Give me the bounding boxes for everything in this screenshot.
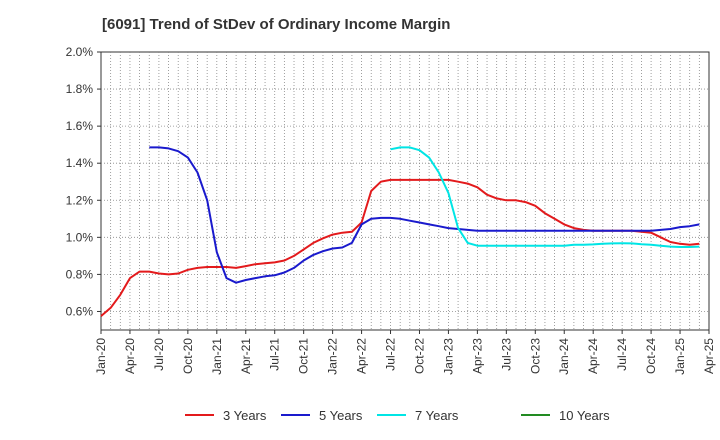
x-tick-label: Jan-25 [673,338,687,375]
x-tick-label: Jan-23 [441,338,455,375]
legend-label-1: 5 Years [319,408,363,423]
grid [101,52,709,330]
x-tick-label: Jul-21 [268,338,282,371]
chart-title: [6091] Trend of StDev of Ordinary Income… [102,16,450,33]
y-tick-label: 0.8% [66,267,94,281]
y-tick-label: 1.0% [66,230,94,244]
x-tick-label: Oct-23 [528,338,542,374]
y-tick-label: 1.6% [66,119,94,133]
x-tick-label: Apr-21 [239,338,253,374]
x-tick-label: Jul-24 [615,338,629,371]
x-tick-label: Jan-20 [94,338,108,375]
y-axis: 0.6% 0.8% 1.0% 1.2% 1.4% 1.6% 1.8% 2.0% [66,45,101,318]
x-tick-label: Jan-22 [326,338,340,375]
plot-area [100,51,710,331]
y-tick-label: 0.6% [66,304,94,318]
y-tick-label: 1.4% [66,156,94,170]
legend-label-3: 10 Years [559,408,610,423]
x-tick-label: Apr-24 [586,338,600,374]
x-axis: Jan-20 Apr-20 Jul-20 Oct-20 Jan-21 Apr-21 Jul-… [94,330,716,375]
series-line-1 [149,146,700,284]
legend-label-2: 7 Years [415,408,459,423]
legend: 3 Years 5 Years 7 Years 10 Years [185,408,610,423]
x-tick-label: Oct-21 [297,338,311,374]
x-tick-label: Jul-23 [499,338,513,371]
y-tick-label: 2.0% [66,45,94,59]
x-tick-label: Apr-22 [355,338,369,374]
y-tick-label: 1.2% [66,193,94,207]
x-tick-label: Oct-24 [644,338,658,374]
x-tick-label: Jan-21 [210,338,224,375]
legend-label-0: 3 Years [223,408,267,423]
x-tick-label: Jul-20 [152,338,166,371]
series-lines [100,146,700,317]
x-tick-label: Oct-20 [181,338,195,374]
series-line-2 [390,146,700,248]
x-tick-label: Oct-22 [412,338,426,374]
x-tick-label: Apr-20 [123,338,137,374]
x-tick-label: Apr-23 [470,338,484,374]
x-tick-label: Apr-25 [702,338,716,374]
x-tick-label: Jan-24 [557,338,571,375]
y-tick-label: 1.8% [66,82,94,96]
x-tick-label: Jul-22 [384,338,398,371]
